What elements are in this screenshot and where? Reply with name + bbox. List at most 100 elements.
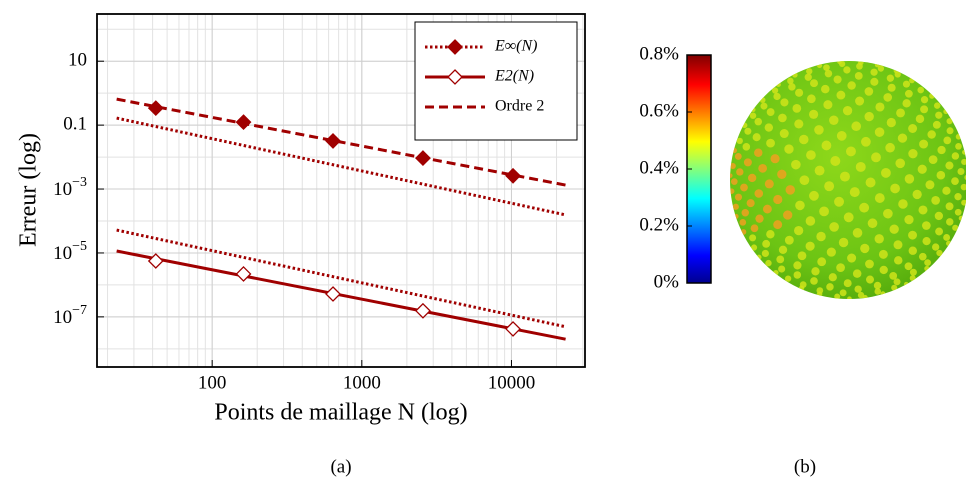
sphere-spot (955, 133, 962, 140)
sphere-spot (836, 130, 847, 141)
sphere-spot (904, 262, 913, 271)
sphere-spot (773, 194, 783, 205)
sphere-spot (828, 273, 837, 282)
sphere-spot (814, 125, 824, 135)
marker (325, 286, 341, 302)
sphere-spot (756, 254, 762, 260)
sphere-spot (805, 216, 816, 226)
sphere-spot (750, 244, 758, 251)
sphere-spot (747, 173, 757, 183)
sphere-spot (744, 127, 752, 135)
sphere-spot (817, 257, 827, 267)
sphere-spot (843, 212, 854, 223)
sphere-spot (784, 144, 794, 154)
sphere-spot (810, 79, 818, 88)
sphere-spot (799, 134, 809, 145)
sphere-pattern (730, 61, 966, 299)
sphere-spot (749, 112, 757, 119)
sphere-spot (759, 97, 766, 103)
sphere-spot (824, 69, 833, 78)
sphere-spot (741, 122, 748, 129)
sphere-spot (920, 105, 929, 114)
sphere-spot (846, 146, 856, 157)
sphere-spot (847, 296, 852, 299)
sphere-spot (890, 183, 900, 194)
sphere-spot (794, 225, 804, 236)
sphere-spot (909, 77, 915, 84)
sphere-spot (883, 208, 893, 219)
sphere-spot (754, 148, 763, 157)
sphere-spot (733, 213, 739, 219)
sphere-spot (750, 107, 756, 113)
sphere-spot (776, 255, 785, 264)
sphere-spot (811, 267, 820, 276)
sphere-spot (865, 259, 874, 269)
marker (147, 253, 164, 269)
sphere-spot (886, 117, 896, 128)
sphere-spot (861, 136, 871, 147)
sphere-spot (909, 268, 917, 276)
sphere-spot (933, 102, 941, 109)
sphere-spot (854, 71, 863, 80)
sphere-spot (943, 234, 951, 241)
sphere-spot (908, 246, 917, 255)
sphere-spot (946, 218, 954, 226)
y-axis-label: Erreur (log) (16, 133, 42, 247)
plot-area: 100 1000 10000100.110−310−510−7E∞(N)E2(N)O… (53, 13, 586, 393)
sphere-spot (777, 169, 787, 179)
sphere-spot (859, 202, 870, 213)
sphere-spot (943, 136, 952, 145)
sphere-spot (849, 187, 860, 198)
sphere-spot (776, 82, 781, 88)
sphere-spot (778, 245, 788, 254)
sphere-spot (922, 236, 931, 246)
tick-base: 10 (53, 243, 72, 264)
lines (116, 97, 566, 341)
sphere-spot (810, 277, 818, 285)
sphere-spot (864, 87, 874, 96)
sphere-spot (795, 200, 805, 211)
sphere-spot (918, 205, 928, 215)
sphere-spot (819, 206, 829, 217)
sphere-spot (750, 224, 759, 233)
sphere-spot (823, 64, 830, 71)
marker (235, 266, 252, 282)
colorbar-tick-label: 0.6% (639, 100, 679, 121)
sphere-spot (836, 90, 846, 100)
sphere-spot (935, 111, 943, 119)
sphere-spot (762, 239, 771, 248)
sphere-spot (839, 61, 846, 68)
sphere-spot (885, 142, 895, 153)
sphere-spot (794, 119, 804, 129)
sphere-spot (936, 170, 946, 180)
sphere-spot (814, 165, 825, 176)
sphere-spot (806, 150, 816, 160)
sphere-spot (870, 68, 878, 76)
sphere-spot (784, 235, 794, 245)
sphere-spot (932, 120, 941, 129)
marker (505, 320, 521, 337)
sphere-spot (902, 80, 911, 88)
legend (414, 21, 578, 141)
sphere-spot (826, 247, 836, 257)
legend-marker (447, 69, 463, 85)
sphere-spot (838, 237, 849, 248)
sphere-spot (771, 87, 779, 94)
sphere-spot (799, 175, 810, 186)
plot-frame (96, 13, 586, 368)
line (116, 97, 566, 187)
sphere-spot (734, 152, 742, 160)
sphere-spot (856, 62, 863, 70)
sphere-spot (894, 256, 903, 265)
sphere-spot (945, 202, 954, 211)
sphere-spot (895, 158, 906, 169)
sphere-spot (773, 220, 783, 230)
sphere-spot (908, 124, 918, 133)
line (116, 116, 566, 217)
sphere-spot (834, 293, 841, 299)
line (116, 228, 566, 329)
sphere-spot (736, 137, 743, 145)
sphere-spot (755, 214, 764, 223)
sphere-spot (893, 278, 901, 286)
sphere-spot (754, 189, 764, 198)
